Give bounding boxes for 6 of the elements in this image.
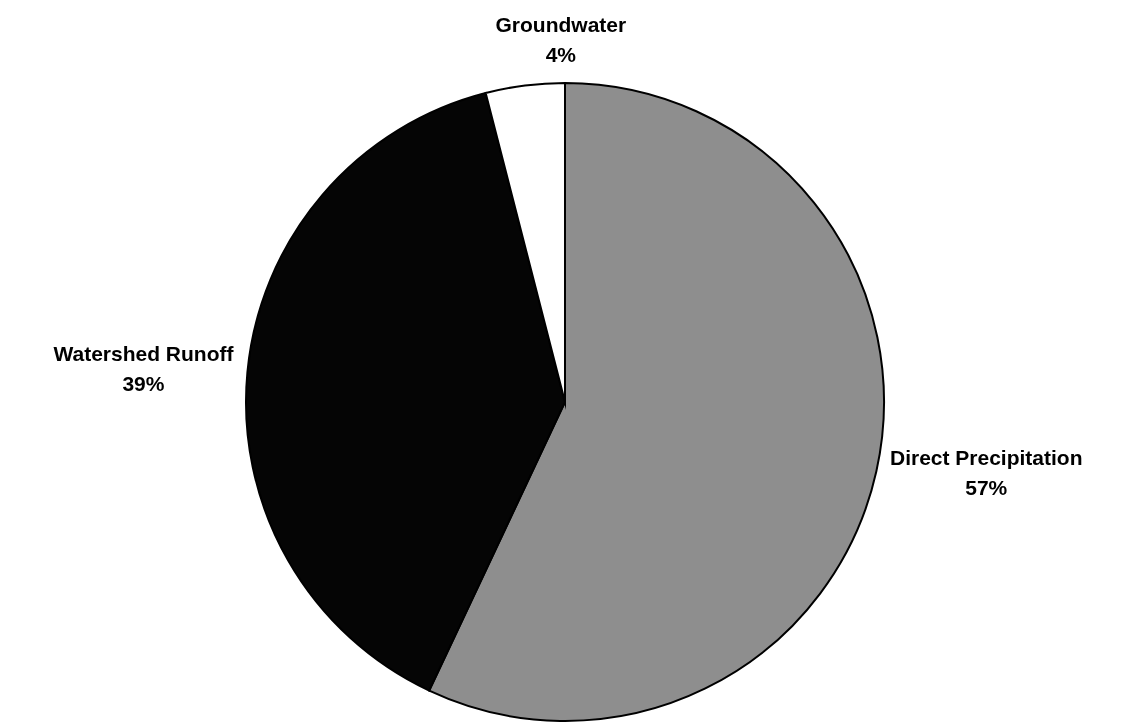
data-label: 57% [965, 476, 1008, 500]
slice-label: Groundwater [495, 13, 627, 37]
slice-label: Watershed Runoff [53, 342, 235, 366]
data-label: 39% [122, 372, 165, 396]
data-label: 4% [545, 43, 577, 67]
slice-label: Direct Precipitation [889, 446, 1083, 470]
